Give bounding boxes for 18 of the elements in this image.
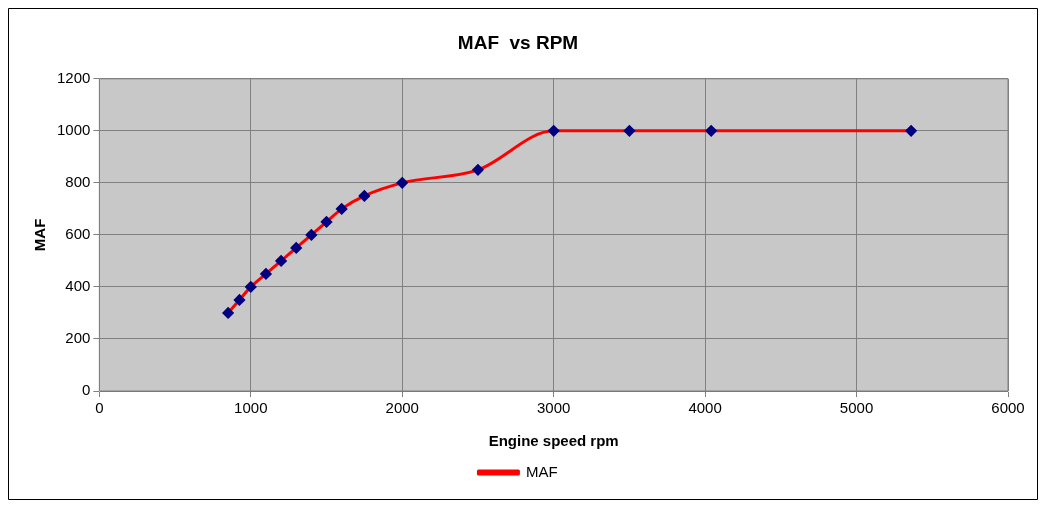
x-tick-label: 4000 (688, 399, 722, 417)
y-tick-label: 600 (65, 225, 91, 243)
y-axis-title: MAF (31, 218, 49, 252)
legend-label: MAF (525, 462, 558, 480)
x-tick-label: 5000 (839, 399, 874, 417)
y-tick-label: 400 (65, 277, 91, 295)
y-tick-label: 1000 (56, 120, 91, 138)
x-axis-title: Engine speed rpm (488, 432, 619, 450)
y-tick-label: 800 (65, 173, 91, 191)
x-tick-label: 1000 (234, 399, 268, 417)
x-tick-label: 6000 (991, 399, 1025, 417)
x-tick-label: 3000 (537, 399, 571, 417)
x-tick-label: 0 (95, 399, 104, 417)
y-tick-label: 0 (82, 381, 91, 399)
y-tick-label: 1200 (56, 68, 91, 86)
y-tick-label: 200 (65, 329, 91, 347)
x-tick-label: 2000 (385, 399, 419, 417)
chart-title: MAF vs RPM (457, 31, 579, 53)
